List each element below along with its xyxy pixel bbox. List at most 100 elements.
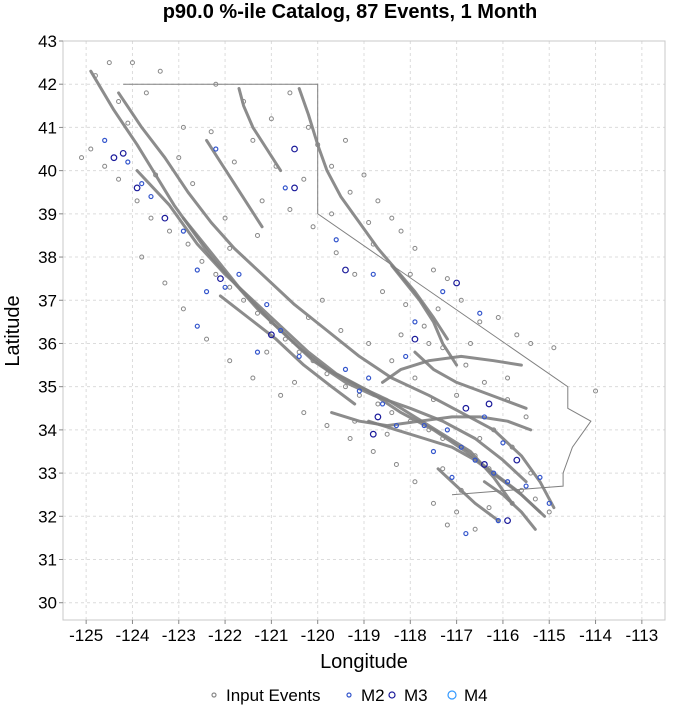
x-tick-label: -120 bbox=[301, 626, 335, 645]
y-tick-label: 34 bbox=[38, 421, 57, 440]
input-event-point bbox=[282, 336, 288, 342]
y-tick-label: 39 bbox=[38, 205, 57, 224]
input-event-point bbox=[259, 198, 265, 204]
m2-point bbox=[546, 500, 552, 506]
x-tick-label: -116 bbox=[487, 626, 520, 645]
y-tick-label: 42 bbox=[38, 75, 57, 94]
input-event-point bbox=[342, 137, 348, 143]
x-tick-label: -124 bbox=[115, 626, 149, 645]
x-tick-label: -118 bbox=[394, 626, 427, 645]
y-tick-label: 36 bbox=[38, 334, 57, 353]
fault-trace bbox=[330, 411, 533, 432]
input-event-point bbox=[88, 146, 94, 152]
input-event-point bbox=[532, 496, 538, 502]
input-event-point bbox=[157, 68, 163, 74]
m3-point bbox=[133, 184, 141, 192]
input-event-point bbox=[185, 241, 191, 247]
m2-point bbox=[440, 289, 446, 295]
legend-marker bbox=[211, 692, 217, 698]
magnitude-series bbox=[102, 137, 552, 537]
m3-point bbox=[119, 149, 127, 157]
m3-point bbox=[504, 517, 511, 525]
m2-point bbox=[500, 440, 506, 446]
y-tick-label: 41 bbox=[38, 118, 57, 137]
input-event-point bbox=[495, 315, 501, 321]
m2-point bbox=[370, 271, 376, 277]
input-event-point bbox=[546, 509, 552, 515]
m3-point bbox=[217, 275, 224, 283]
input-event-point bbox=[407, 418, 413, 424]
input-event-point bbox=[153, 172, 159, 178]
input-event-point bbox=[227, 284, 233, 290]
y-tick-label: 37 bbox=[38, 291, 57, 310]
input-event-point bbox=[412, 375, 418, 381]
m2-point bbox=[458, 444, 464, 450]
input-event-point bbox=[213, 271, 219, 277]
y-tick-label: 43 bbox=[38, 32, 57, 51]
input-event-point bbox=[523, 414, 529, 420]
input-event-point bbox=[352, 271, 358, 277]
input-event-point bbox=[361, 172, 367, 178]
m2-point bbox=[342, 366, 349, 372]
input-event-point bbox=[593, 388, 599, 394]
m3-point bbox=[462, 404, 470, 412]
input-event-point bbox=[250, 375, 256, 381]
input-event-point bbox=[505, 375, 511, 381]
m3-point bbox=[291, 145, 298, 153]
input-event-point bbox=[213, 81, 219, 87]
y-axis-label: Latitude bbox=[2, 295, 24, 366]
legend: Input Events M2 M3 M4 bbox=[211, 686, 488, 705]
input-event-point bbox=[106, 60, 112, 66]
m2-point bbox=[463, 530, 469, 537]
m2-point bbox=[222, 284, 228, 290]
input-event-point bbox=[454, 392, 460, 398]
m2-point bbox=[254, 349, 261, 355]
input-event-point bbox=[139, 254, 145, 260]
input-event-point bbox=[129, 60, 135, 66]
input-event-point bbox=[208, 129, 214, 135]
input-event-point bbox=[287, 90, 293, 96]
legend-label: M2 bbox=[361, 686, 385, 705]
input-event-point bbox=[305, 315, 311, 321]
m2-point bbox=[148, 193, 154, 200]
input-event-point bbox=[389, 410, 395, 416]
y-tick-label: 30 bbox=[38, 594, 57, 613]
input-event-point bbox=[315, 142, 321, 148]
input-event-point bbox=[134, 198, 140, 204]
input-event-point bbox=[333, 250, 339, 256]
m2-point bbox=[213, 146, 219, 152]
m2-point bbox=[393, 422, 400, 429]
x-tick-label: -113 bbox=[625, 626, 658, 645]
m2-point bbox=[194, 267, 200, 273]
m3-point bbox=[374, 413, 382, 421]
m2-point bbox=[403, 353, 409, 360]
input-event-point bbox=[231, 159, 237, 165]
input-event-point bbox=[454, 509, 460, 515]
input-event-point bbox=[380, 289, 386, 295]
legend-label: Input Events bbox=[226, 686, 321, 705]
input-event-point bbox=[486, 466, 492, 472]
input-event-point bbox=[444, 522, 450, 528]
fault-traces bbox=[89, 69, 556, 531]
x-axis-ticks: -125 -124 -123 -122 -121 -120 -119 -118 -117 -116… bbox=[69, 620, 658, 645]
y-tick-label: 35 bbox=[38, 378, 57, 397]
input-event-point bbox=[509, 444, 515, 450]
fault-trace bbox=[117, 91, 556, 510]
input-event-point bbox=[477, 319, 483, 325]
fault-trace bbox=[205, 138, 264, 229]
input-event-point bbox=[278, 392, 284, 398]
input-events-series bbox=[79, 60, 599, 532]
input-event-point bbox=[162, 280, 168, 286]
input-event-point bbox=[398, 332, 404, 338]
input-event-point bbox=[102, 163, 108, 169]
m3-point bbox=[453, 279, 461, 287]
input-event-point bbox=[393, 461, 399, 467]
input-event-point bbox=[222, 215, 228, 221]
m2-point bbox=[194, 323, 200, 329]
y-tick-label: 32 bbox=[38, 507, 57, 526]
input-event-point bbox=[366, 340, 372, 346]
input-event-point bbox=[310, 224, 316, 230]
y-tick-label: 40 bbox=[38, 162, 57, 181]
input-event-point bbox=[227, 358, 233, 364]
